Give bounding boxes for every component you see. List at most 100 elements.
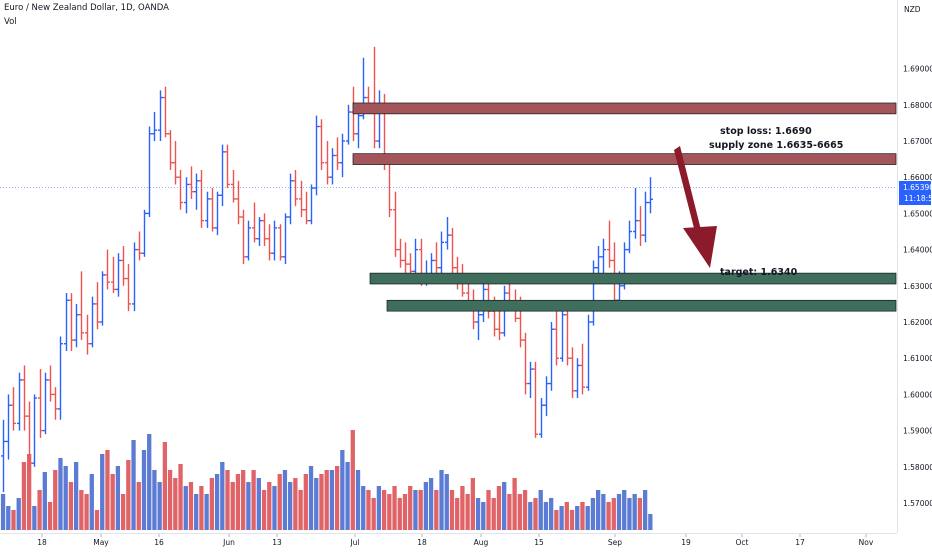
supply-zone-annotation[interactable]: supply zone 1.6635-6665: [709, 140, 843, 151]
ohlc-bar: [142, 210, 147, 257]
time-tick-label: 18: [37, 538, 47, 547]
ohlc-bar: [346, 105, 351, 145]
price-zones[interactable]: [353, 103, 896, 311]
ohlc-bar: [325, 141, 330, 184]
time-tick-label: May: [93, 538, 109, 547]
volume-bar: [262, 490, 266, 530]
volume-bar: [319, 474, 323, 530]
price-tick-label: 1.59000: [903, 427, 932, 436]
ohlc-bar: [189, 166, 194, 199]
volume-bar: [559, 506, 563, 530]
ohlc-bar: [393, 192, 398, 257]
volume-bar: [293, 478, 297, 530]
volume-bar: [194, 494, 198, 530]
ohlc-bar: [607, 221, 612, 268]
ohlc-bar: [168, 130, 173, 170]
volume-bar: [465, 494, 469, 530]
volume-bar: [90, 474, 94, 530]
ohlc-bar: [132, 242, 137, 311]
ohlc-bar: [121, 246, 126, 286]
volume-bar: [439, 470, 443, 530]
volume-bar: [288, 482, 292, 530]
volume-bar: [278, 474, 282, 530]
ohlc-bar: [267, 224, 272, 260]
ohlc-bar: [330, 148, 335, 184]
volume-bar: [392, 486, 396, 530]
volume-bar: [158, 482, 162, 530]
ohlc-bar: [575, 358, 580, 398]
ohlc-bar: [95, 282, 100, 329]
ohlc-bar: [90, 297, 95, 348]
stop-loss-label: stop loss: 1.6690: [720, 126, 812, 137]
ohlc-bar: [64, 293, 69, 351]
ohlc-bar: [1, 420, 6, 492]
volume-bar: [601, 494, 605, 530]
volume-pane: [1, 430, 653, 530]
volume-bar: [648, 514, 652, 530]
ohlc-bar: [450, 228, 455, 275]
volume-bar: [408, 486, 412, 530]
volume-bar: [617, 494, 621, 530]
ohlc-bar: [372, 47, 377, 148]
ohlc-bar: [152, 112, 157, 141]
volume-bar: [419, 490, 423, 530]
ohlc-bar: [272, 221, 277, 261]
ohlc-bar: [413, 239, 418, 279]
ohlc-bar: [48, 365, 53, 401]
volume-bar: [6, 506, 10, 530]
ohlc-bar: [184, 177, 189, 213]
volume-bar: [366, 490, 370, 530]
volume-bar: [231, 482, 235, 530]
volume-bar: [79, 490, 83, 530]
supply-zone-label: supply zone 1.6635-6665: [709, 140, 843, 151]
volume-indicator-label[interactable]: Vol: [4, 17, 17, 27]
ohlc-bar: [387, 159, 392, 217]
target-annotation[interactable]: target: 1.6340: [720, 267, 798, 278]
ohlc-bar: [241, 210, 246, 264]
ohlc-bar: [199, 170, 204, 228]
ohlc-bar: [43, 373, 48, 435]
volume-bar: [565, 502, 569, 530]
volume-bar: [429, 478, 433, 530]
demand-zone: [370, 273, 896, 284]
volume-bar: [424, 482, 428, 530]
price-tick-label: 1.66000: [903, 173, 932, 182]
volume-bar: [351, 430, 355, 530]
ohlc-bar: [74, 304, 79, 347]
volume-bar: [382, 490, 386, 530]
time-tick-label: Oct: [736, 538, 749, 547]
volume-bar: [643, 490, 647, 530]
volume-bar: [1, 494, 5, 530]
volume-bar: [377, 486, 381, 530]
volume-bar: [137, 482, 141, 530]
price-tick-label: 1.57000: [903, 499, 932, 508]
symbol-title[interactable]: Euro / New Zealand Dollar, 1D, OANDA: [4, 3, 169, 13]
volume-bar: [372, 498, 376, 530]
volume-bar: [387, 494, 391, 530]
volume-bar: [152, 470, 156, 530]
ohlc-bar: [126, 264, 131, 311]
volume-bar: [215, 474, 219, 530]
volume-bar: [168, 470, 172, 530]
volume-bar: [638, 498, 642, 530]
volume-bar: [69, 482, 73, 530]
volume-bar: [11, 510, 15, 530]
volume-bar: [304, 474, 308, 530]
volume-bar: [184, 486, 188, 530]
price-axis[interactable]: NZD 1.570001.580001.590001.600001.610001…: [898, 0, 932, 533]
volume-bar: [627, 498, 631, 530]
volume-bar: [116, 466, 120, 530]
volume-bar: [126, 460, 130, 530]
time-tick-label: 17: [795, 538, 805, 547]
time-tick-label: 19: [681, 538, 691, 547]
volume-bar: [606, 502, 610, 530]
ohlc-bar: [633, 188, 638, 239]
volume-bar: [345, 462, 349, 530]
volume-bar: [309, 466, 313, 530]
volume-bar: [314, 478, 318, 530]
volume-bar: [204, 494, 208, 530]
stop-loss-annotation[interactable]: stop loss: 1.6690: [720, 126, 812, 137]
